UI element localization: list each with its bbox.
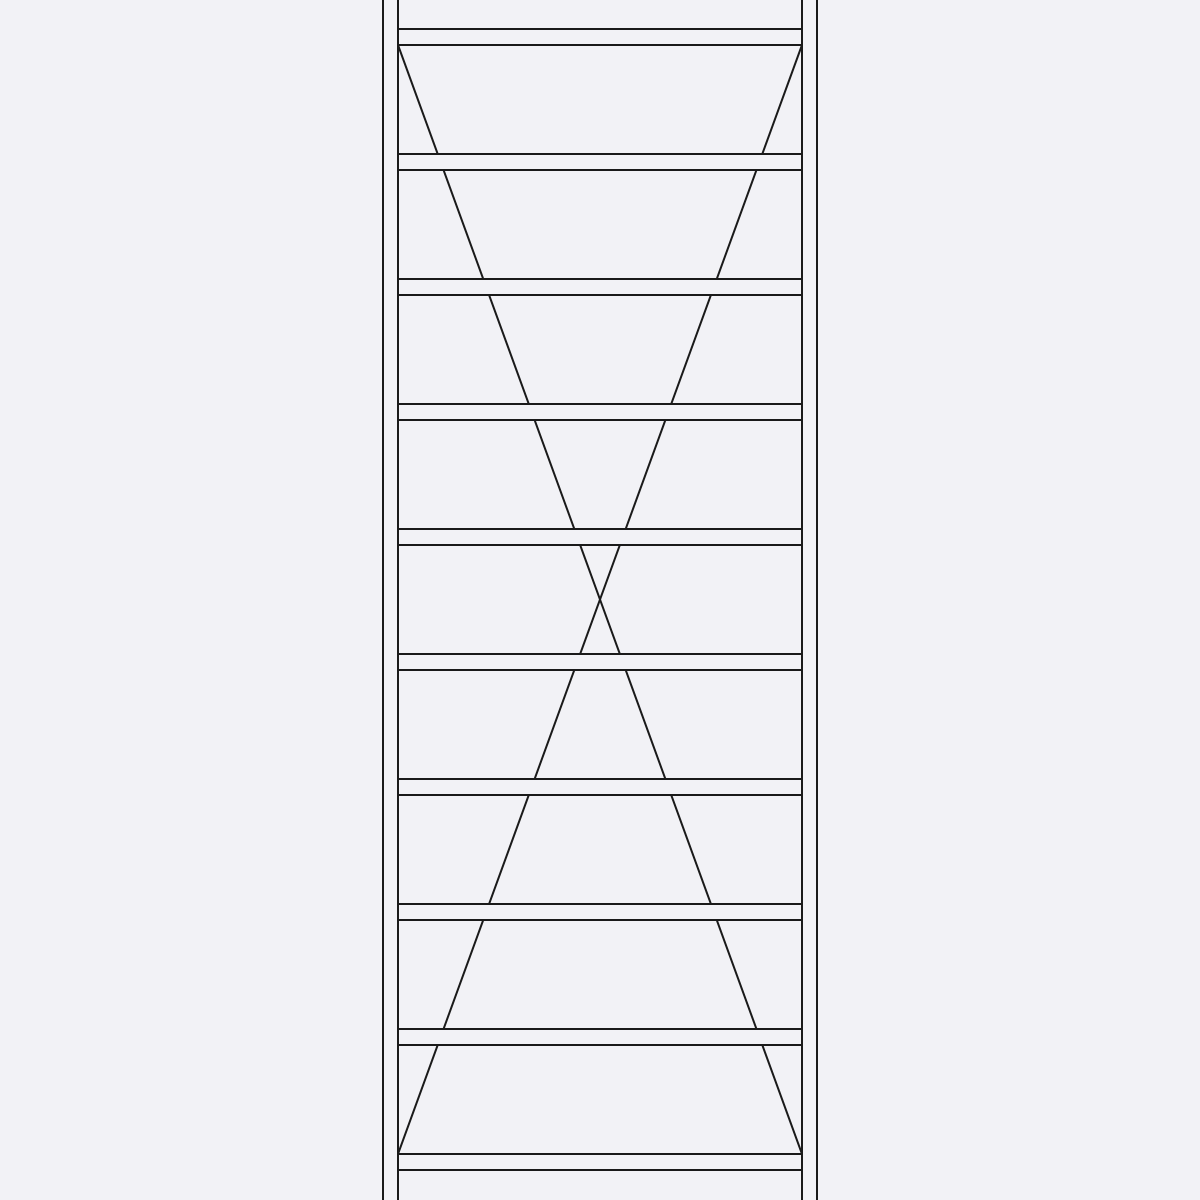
shelving-rack-diagram	[0, 0, 1200, 1200]
shelf-7	[398, 779, 802, 795]
upright-post-left	[383, 0, 398, 1200]
upright-post-right	[802, 0, 817, 1200]
shelf-2	[398, 154, 802, 170]
shelf-8	[398, 904, 802, 920]
shelf-4	[398, 404, 802, 420]
shelf-3	[398, 279, 802, 295]
shelf-9	[398, 1029, 802, 1045]
shelf-5	[398, 529, 802, 545]
shelf-6	[398, 654, 802, 670]
shelf-1	[398, 29, 802, 45]
shelf-10	[398, 1154, 802, 1170]
